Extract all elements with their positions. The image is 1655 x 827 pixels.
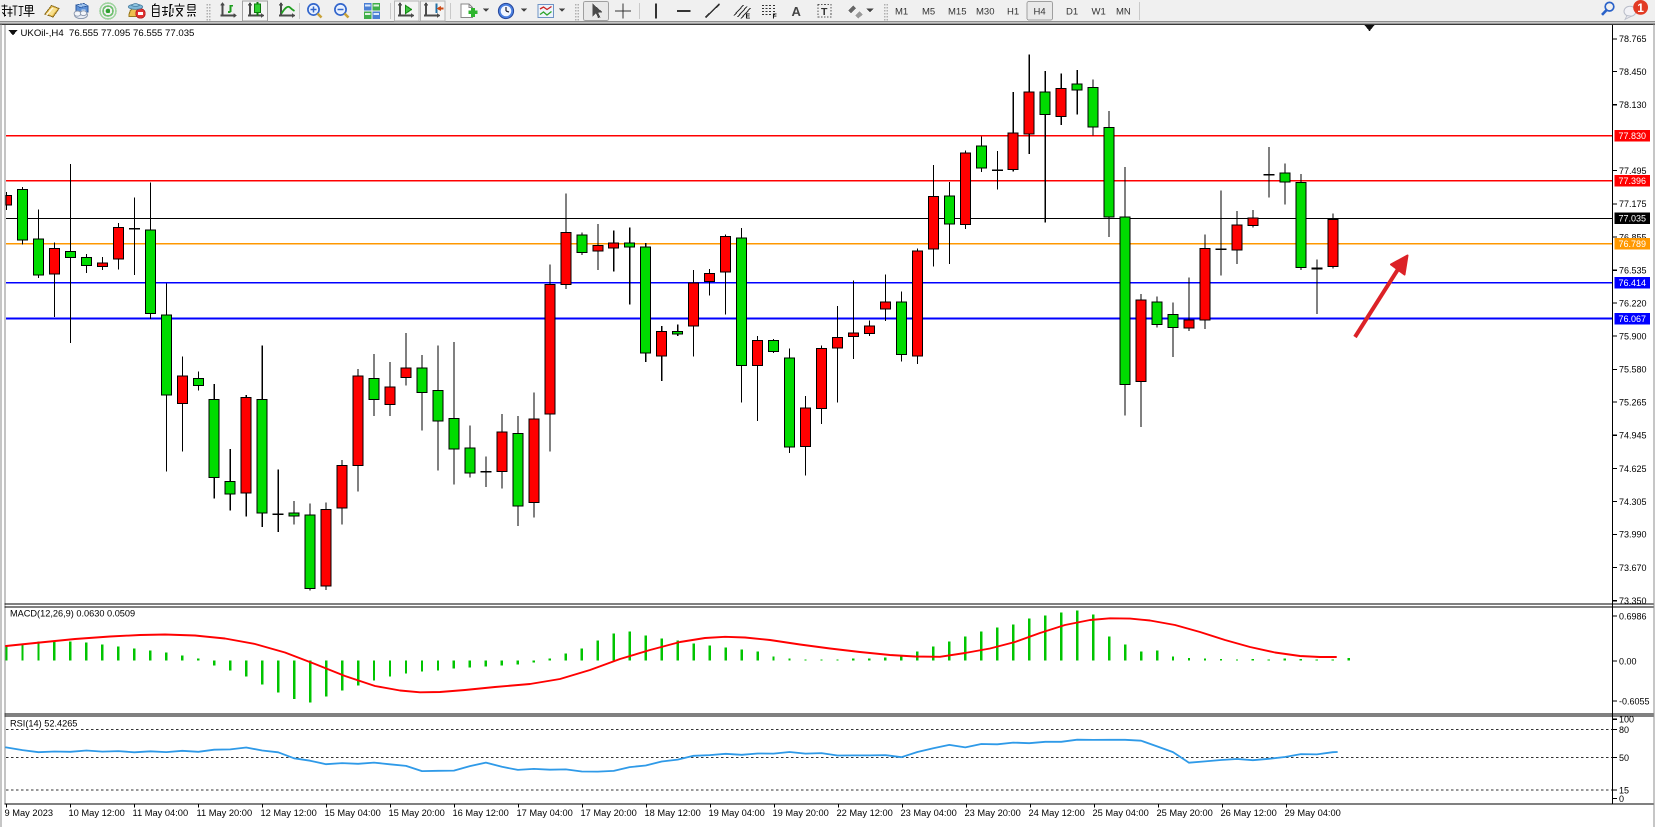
svg-text:12 May 12:00: 12 May 12:00 bbox=[261, 808, 317, 818]
svg-text:77.830: 77.830 bbox=[1619, 131, 1647, 141]
svg-text:24 May 12:00: 24 May 12:00 bbox=[1029, 808, 1085, 818]
svg-text:M30: M30 bbox=[976, 6, 994, 17]
svg-text:M1: M1 bbox=[895, 6, 908, 17]
svg-text:H1: H1 bbox=[1007, 6, 1019, 17]
svg-text:23 May 04:00: 23 May 04:00 bbox=[901, 808, 957, 818]
svg-text:M5: M5 bbox=[922, 6, 935, 17]
svg-text:78.450: 78.450 bbox=[1619, 67, 1647, 77]
svg-text:74.625: 74.625 bbox=[1619, 464, 1647, 474]
svg-text:F: F bbox=[773, 14, 778, 21]
svg-text:RSI(14) 52.4265: RSI(14) 52.4265 bbox=[10, 719, 77, 729]
svg-text:18 May 12:00: 18 May 12:00 bbox=[645, 808, 701, 818]
svg-text:17 May 04:00: 17 May 04:00 bbox=[517, 808, 573, 818]
svg-text:W1: W1 bbox=[1092, 6, 1106, 17]
svg-text:25 May 04:00: 25 May 04:00 bbox=[1093, 808, 1149, 818]
svg-text:-0.6055: -0.6055 bbox=[1619, 696, 1650, 706]
svg-text:100: 100 bbox=[1619, 715, 1634, 725]
svg-text:0.00: 0.00 bbox=[1619, 656, 1637, 666]
svg-text:D1: D1 bbox=[1066, 6, 1078, 17]
svg-text:73.350: 73.350 bbox=[1619, 596, 1647, 606]
svg-text:16 May 12:00: 16 May 12:00 bbox=[453, 808, 509, 818]
svg-text:19 May 20:00: 19 May 20:00 bbox=[773, 808, 829, 818]
svg-text:75.265: 75.265 bbox=[1619, 397, 1647, 407]
svg-text:E: E bbox=[746, 14, 751, 21]
svg-text:H4: H4 bbox=[1034, 6, 1046, 17]
svg-text:77.175: 77.175 bbox=[1619, 199, 1647, 209]
svg-text:17 May 20:00: 17 May 20:00 bbox=[581, 808, 637, 818]
svg-text:76.414: 76.414 bbox=[1619, 278, 1647, 288]
svg-text:77.396: 77.396 bbox=[1619, 176, 1647, 186]
svg-text:11 May 20:00: 11 May 20:00 bbox=[197, 808, 253, 818]
svg-text:15: 15 bbox=[1619, 785, 1629, 795]
svg-text:73.990: 73.990 bbox=[1619, 530, 1647, 540]
svg-text:22 May 12:00: 22 May 12:00 bbox=[837, 808, 893, 818]
svg-text:75.580: 75.580 bbox=[1619, 365, 1647, 375]
svg-text:77.035: 77.035 bbox=[1619, 214, 1647, 224]
svg-text:15 May 20:00: 15 May 20:00 bbox=[389, 808, 445, 818]
svg-text:0.6986: 0.6986 bbox=[1619, 611, 1647, 621]
svg-text:76.220: 76.220 bbox=[1619, 298, 1647, 308]
svg-text:0: 0 bbox=[1619, 794, 1624, 804]
svg-text:A: A bbox=[792, 4, 802, 19]
svg-text:9 May 2023: 9 May 2023 bbox=[5, 808, 54, 818]
svg-text:1: 1 bbox=[1637, 1, 1644, 15]
svg-text:26 May 12:00: 26 May 12:00 bbox=[1221, 808, 1277, 818]
svg-text:11 May 04:00: 11 May 04:00 bbox=[133, 808, 189, 818]
svg-text:50: 50 bbox=[1619, 753, 1629, 763]
svg-text:10 May 12:00: 10 May 12:00 bbox=[69, 808, 125, 818]
svg-text:76.789: 76.789 bbox=[1619, 239, 1647, 249]
svg-text:23 May 20:00: 23 May 20:00 bbox=[965, 808, 1021, 818]
svg-text:25 May 20:00: 25 May 20:00 bbox=[1157, 808, 1213, 818]
svg-text:T: T bbox=[821, 6, 828, 18]
svg-text:76.535: 76.535 bbox=[1619, 266, 1647, 276]
svg-text:M15: M15 bbox=[948, 6, 966, 17]
svg-text:29 May 04:00: 29 May 04:00 bbox=[1285, 808, 1341, 818]
svg-text:74.945: 74.945 bbox=[1619, 431, 1647, 441]
svg-text:75.900: 75.900 bbox=[1619, 332, 1647, 342]
svg-text:78.765: 78.765 bbox=[1619, 34, 1647, 44]
svg-text:15 May 04:00: 15 May 04:00 bbox=[325, 808, 381, 818]
svg-text:76.555 77.095 76.555 77.035: 76.555 77.095 76.555 77.035 bbox=[69, 28, 194, 39]
svg-text:74.305: 74.305 bbox=[1619, 497, 1647, 507]
svg-text:80: 80 bbox=[1619, 725, 1629, 735]
svg-text:73.670: 73.670 bbox=[1619, 563, 1647, 573]
svg-text:77.495: 77.495 bbox=[1619, 166, 1647, 176]
svg-text:19 May 04:00: 19 May 04:00 bbox=[709, 808, 765, 818]
svg-text:UKOil-,H4: UKOil-,H4 bbox=[21, 28, 65, 39]
svg-text:MACD(12,26,9) 0.0630 0.0509: MACD(12,26,9) 0.0630 0.0509 bbox=[10, 609, 135, 619]
svg-text:78.130: 78.130 bbox=[1619, 100, 1647, 110]
svg-text:MN: MN bbox=[1116, 6, 1131, 17]
svg-text:76.855: 76.855 bbox=[1619, 232, 1647, 242]
svg-text:76.067: 76.067 bbox=[1619, 314, 1647, 324]
